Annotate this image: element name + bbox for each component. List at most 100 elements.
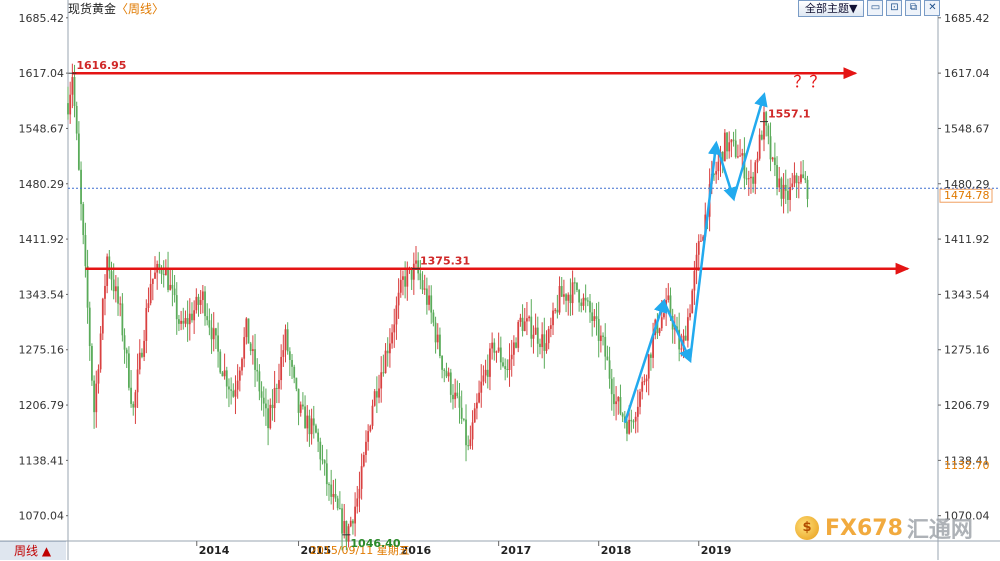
- candle-body: [534, 327, 537, 335]
- candle-body: [278, 380, 280, 389]
- candle-body: [143, 340, 146, 357]
- candle-body: [425, 288, 428, 305]
- candle-body: [432, 312, 435, 323]
- candle-body: [639, 391, 641, 407]
- candle-body: [328, 484, 330, 486]
- chart-toolbar: 全部主题▼ ▭ ⊡ ⧉ ✕: [798, 0, 941, 17]
- candle-body: [323, 460, 326, 464]
- current-price-label: 1474.78: [944, 189, 990, 202]
- candle-body: [771, 157, 774, 160]
- candle-body: [125, 349, 128, 354]
- candle-body: [417, 260, 420, 274]
- period-label: 〈周线〉: [116, 2, 165, 16]
- candle-body: [634, 416, 637, 422]
- candle-body: [419, 273, 422, 281]
- candle-body: [797, 182, 800, 184]
- candle-body: [210, 327, 213, 340]
- candle-body: [238, 370, 241, 381]
- candle-body: [737, 156, 739, 158]
- candle-body: [358, 488, 361, 499]
- candle-body: [576, 282, 578, 290]
- current-price-box: [939, 188, 993, 203]
- candle-body: [173, 288, 176, 296]
- candle-body: [730, 139, 733, 143]
- price-annotation: 1616.95: [76, 59, 126, 72]
- candle-body: [573, 282, 576, 284]
- candle-body: [628, 419, 631, 434]
- trend-arrow: [732, 92, 768, 199]
- candle-body: [406, 269, 409, 287]
- candle-body: [234, 389, 237, 397]
- candle-body: [495, 351, 498, 353]
- candle-body: [299, 404, 302, 413]
- candle-body: [141, 352, 143, 357]
- zoom-in-icon[interactable]: ⊡: [886, 0, 903, 16]
- candle-body: [321, 459, 324, 461]
- candle-body: [739, 155, 741, 157]
- candle-body: [682, 335, 685, 349]
- candle-body: [610, 378, 613, 395]
- candle-body: [191, 313, 193, 321]
- candle-body: [178, 319, 180, 324]
- candle-body: [530, 316, 533, 339]
- close-icon[interactable]: ✕: [924, 0, 941, 16]
- candle-body: [641, 381, 644, 392]
- candle-body: [713, 173, 715, 175]
- candle-body: [800, 174, 802, 183]
- watermark-cn: 汇通网: [906, 518, 973, 543]
- candle-body: [138, 352, 141, 370]
- candle-body: [312, 418, 315, 426]
- candle-body: [117, 286, 119, 304]
- price-tick-left: 1685.42: [19, 12, 65, 25]
- candle-body: [752, 176, 755, 184]
- trend-arrow: [714, 143, 737, 202]
- candle-body: [632, 421, 635, 423]
- candle-body: [97, 369, 100, 384]
- candle-body: [169, 284, 172, 290]
- candle-body: [95, 383, 98, 413]
- candle-body: [593, 316, 596, 321]
- candle-body: [626, 421, 628, 434]
- candle-body: [717, 161, 720, 172]
- candle-body: [249, 343, 252, 352]
- candle-body: [558, 286, 561, 313]
- candle-body: [606, 356, 609, 361]
- candle-body: [765, 112, 768, 126]
- restore-icon[interactable]: ⧉: [905, 0, 922, 16]
- candle-body: [121, 303, 124, 336]
- zoom-out-icon[interactable]: ▭: [867, 0, 884, 16]
- candle-body: [484, 369, 487, 376]
- candle-body: [621, 413, 624, 417]
- candle-body: [399, 279, 402, 293]
- price-tick-left: 1206.79: [19, 399, 65, 412]
- candle-body: [650, 354, 652, 358]
- candle-body: [297, 388, 300, 413]
- candle-body: [164, 268, 167, 276]
- candle-body: [112, 279, 115, 292]
- candle-body: [171, 284, 174, 289]
- candle-body: [460, 407, 463, 419]
- price-tick-right: 1617.04: [944, 67, 990, 80]
- candle-body: [108, 256, 111, 272]
- candle-body: [67, 103, 69, 115]
- year-label: 2014: [199, 544, 230, 557]
- candle-body: [515, 342, 517, 348]
- candle-body: [778, 178, 781, 188]
- candle-body: [597, 318, 600, 341]
- candle-body: [660, 317, 663, 329]
- candle-body: [167, 268, 169, 290]
- candle-body: [245, 318, 248, 338]
- candle-body: [365, 441, 367, 455]
- candle-body: [293, 366, 296, 378]
- candle-body: [347, 526, 350, 542]
- theme-dropdown[interactable]: 全部主题▼: [798, 0, 865, 17]
- candle-body: [373, 391, 376, 406]
- price-tick-left: 1343.54: [19, 288, 65, 301]
- candle-body: [563, 294, 565, 297]
- candle-body: [241, 358, 243, 371]
- question-marks: ？？: [793, 72, 825, 91]
- candle-body: [149, 283, 152, 304]
- candle-body: [567, 294, 570, 301]
- period-tab[interactable]: 周线 ▲: [0, 541, 66, 560]
